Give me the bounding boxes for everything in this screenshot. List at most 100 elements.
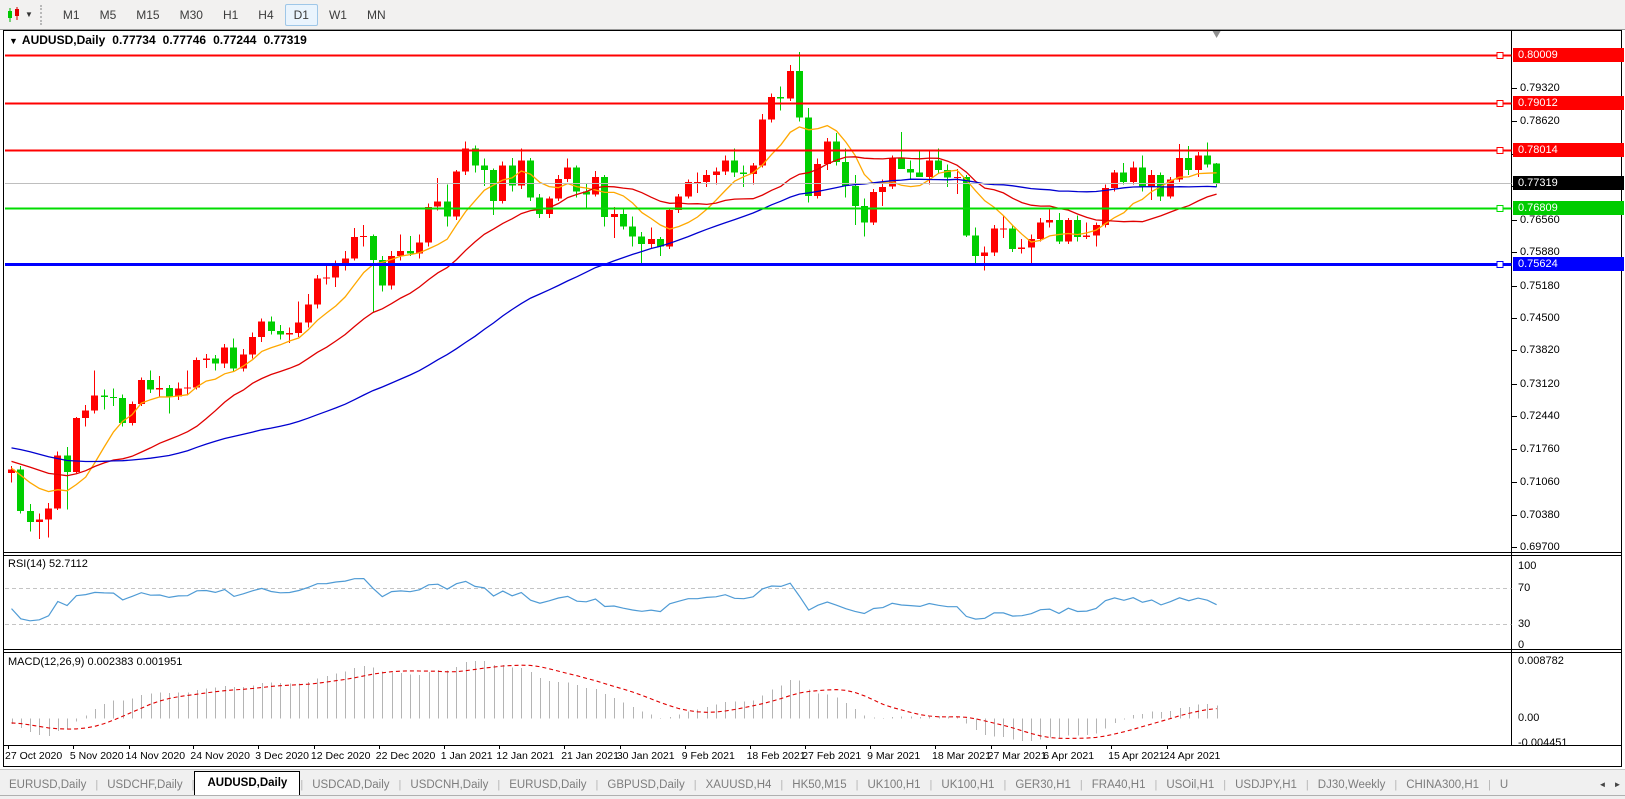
macd-axis-tick: 0.008782 <box>1518 655 1564 667</box>
time-axis-label: 21 Jan 2021 <box>561 750 619 762</box>
chart-tab-eurusd-daily[interactable]: EURUSD,Daily <box>9 779 87 791</box>
time-axis-label: 15 Apr 2021 <box>1108 750 1165 762</box>
price-level-badge: 0.78014 <box>1513 143 1624 158</box>
chart-tab-eurusd-daily[interactable]: EURUSD,Daily <box>509 779 587 791</box>
candlestick-chart-icon[interactable] <box>4 6 24 24</box>
chart-tab-usoil-h1[interactable]: USOil,H1 <box>1166 779 1215 791</box>
tab-separator: | <box>1154 779 1158 791</box>
tab-separator: | <box>1223 779 1227 791</box>
tab-separator: | <box>95 779 99 791</box>
chart-tab-gbpusd-daily[interactable]: GBPUSD,Daily <box>607 779 685 791</box>
high-value: 0.77746 <box>162 33 207 47</box>
chart-tab-xauusd-h4[interactable]: XAUUSD,H4 <box>705 779 772 791</box>
timeframe-button-m15[interactable]: M15 <box>136 7 160 22</box>
time-axis-label: 9 Feb 2021 <box>681 750 735 762</box>
tab-separator: | <box>780 779 784 791</box>
time-axis-label: 5 Nov 2020 <box>69 750 124 762</box>
price-level-badge: 0.76809 <box>1513 200 1624 215</box>
time-axis-label: 12 Dec 2020 <box>310 750 371 762</box>
time-axis-label: 1 Jan 2021 <box>440 750 493 762</box>
tab-separator: | <box>693 779 697 791</box>
time-axis-label: 30 Jan 2021 <box>616 750 675 762</box>
timeframe-button-d1[interactable]: D1 <box>284 3 318 26</box>
price-axis-tick: 0.74500 <box>1520 311 1560 324</box>
tab-separator: | <box>929 779 933 791</box>
chart-tab-uk100-h1[interactable]: UK100,H1 <box>867 779 921 791</box>
low-value: 0.77244 <box>213 33 257 47</box>
macd-signal-value: 0.001951 <box>136 656 183 668</box>
price-axis-tick: 0.79320 <box>1520 82 1560 94</box>
chart-tab-hk50-m15[interactable]: HK50,M15 <box>792 779 847 791</box>
tab-separator: | <box>1305 779 1309 791</box>
price-axis-tick: 0.73120 <box>1520 377 1560 390</box>
chart-style-dropdown-caret[interactable]: ▼ <box>25 10 33 19</box>
chart-tab-usdchf-daily[interactable]: USDCHF,Daily <box>107 779 183 791</box>
time-axis-label: 27 Oct 2020 <box>5 750 63 762</box>
timeframe-button-m5[interactable]: M5 <box>99 7 117 22</box>
price-axis-tick: 0.70380 <box>1520 508 1560 521</box>
rsi-axis-tick: 0 <box>1518 639 1525 651</box>
open-value: 0.77734 <box>112 33 156 47</box>
time-axis-label: 27 Mar 2021 <box>987 750 1047 762</box>
toolbar-grip[interactable] <box>39 4 47 25</box>
status-strip <box>0 795 1625 799</box>
chart-tab-ger30-h1[interactable]: GER30,H1 <box>1015 779 1071 791</box>
chart-tab-uk100-h1[interactable]: UK100,H1 <box>941 779 995 791</box>
timeframe-button-h1[interactable]: H1 <box>222 7 239 22</box>
timeframe-button-mn[interactable]: MN <box>366 7 386 22</box>
tab-separator: | <box>595 779 599 791</box>
price-axis-tick: 0.71760 <box>1520 442 1560 455</box>
time-axis-label: 22 Dec 2020 <box>375 750 436 762</box>
timeframe-button-h4[interactable]: H4 <box>258 7 274 22</box>
tab-separator: | <box>398 779 402 791</box>
chart-tab-usdjpy-h1[interactable]: USDJPY,H1 <box>1235 779 1297 791</box>
chart-tab-usdcad-daily[interactable]: USDCAD,Daily <box>312 779 390 791</box>
timeframe-toolbar: ▼ M1 M5 M15 M30 H1 H4 D1 W1 MN <box>0 0 1625 30</box>
time-axis-label: 14 Nov 2020 <box>125 750 186 762</box>
tab-separator: | <box>191 779 195 791</box>
chart-title-collapse-caret[interactable]: ▼ <box>9 36 18 46</box>
close-value: 0.77319 <box>263 33 307 47</box>
chart-tab-dj30-weekly[interactable]: DJ30,Weekly <box>1317 779 1386 791</box>
tabs-scroll-right-icon[interactable]: ► <box>1613 779 1622 789</box>
price-axis-tick: 0.72440 <box>1520 410 1560 423</box>
chart-tab-china300-h1[interactable]: CHINA300,H1 <box>1406 779 1480 791</box>
time-axis-label: 24 Nov 2020 <box>190 750 250 762</box>
chart-tab-usdcnh-daily[interactable]: USDCNH,Daily <box>410 779 489 791</box>
chart-tab-audusd-daily[interactable]: AUDUSD,Daily <box>194 771 301 796</box>
time-axis-label: 6 Apr 2021 <box>1043 750 1095 762</box>
price-axis-tick: 0.71060 <box>1520 476 1560 489</box>
time-axis-label: 18 Mar 2021 <box>932 750 991 762</box>
price-axis-tick: 0.76560 <box>1520 213 1560 226</box>
tab-separator: | <box>1394 779 1398 791</box>
tab-separator: | <box>1003 779 1007 791</box>
chart-title: ▼ AUDUSD,Daily 0.77734 0.77746 0.77244 0.7731… <box>9 33 307 47</box>
chart-tab-u[interactable]: U <box>1499 779 1509 791</box>
price-axis-tick: 0.69700 <box>1520 540 1560 553</box>
macd-axis-tick: 0.00 <box>1518 712 1540 724</box>
symbol-period-label: AUDUSD,Daily <box>21 33 106 47</box>
timeframe-button-w1[interactable]: W1 <box>328 7 347 22</box>
timeframe-buttons: M1 M5 M15 M30 H1 H4 D1 W1 MN <box>53 3 396 26</box>
rsi-name: RSI(14) <box>8 558 46 570</box>
tab-separator: | <box>300 779 304 791</box>
price-axis-tick: 0.78620 <box>1520 115 1560 128</box>
chart-tab-fra40-h1[interactable]: FRA40,H1 <box>1091 779 1146 791</box>
price-level-badge: 0.80009 <box>1513 48 1624 63</box>
timeframe-button-m1[interactable]: M1 <box>62 7 80 22</box>
tabs-scroll-left-icon[interactable]: ◄ <box>1598 779 1607 789</box>
macd-panel-label: MACD(12,26,9) 0.002383 0.001951 <box>8 656 182 668</box>
rsi-panel-label: RSI(14) 52.7112 <box>8 558 88 570</box>
current-price-badge: 0.77319 <box>1513 176 1624 191</box>
timeframe-button-m30[interactable]: M30 <box>179 7 203 22</box>
price-axis-tick: 0.73820 <box>1520 344 1560 357</box>
time-axis-label: 18 Feb 2021 <box>746 750 806 762</box>
price-level-badge: 0.79012 <box>1513 95 1624 110</box>
rsi-axis-tick: 70 <box>1518 582 1531 594</box>
time-axis-label: 9 Mar 2021 <box>867 750 921 762</box>
time-axis-label: 3 Dec 2020 <box>255 750 309 762</box>
chart-tab-bar: EURUSD,Daily | USDCHF,Daily | AUDUSD,Daily | U… <box>0 769 1625 796</box>
tab-separator: | <box>1079 779 1083 791</box>
